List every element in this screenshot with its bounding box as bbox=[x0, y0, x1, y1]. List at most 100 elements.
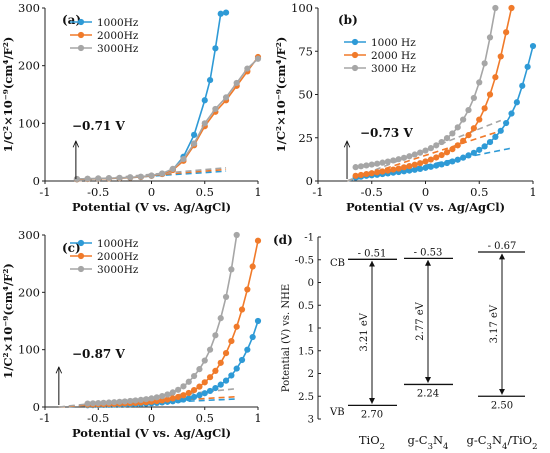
data-point bbox=[206, 374, 214, 381]
data-point bbox=[191, 372, 198, 380]
data-point bbox=[228, 266, 235, 273]
data-point bbox=[374, 160, 381, 167]
intercept-label: −0.87 V bbox=[72, 347, 125, 361]
series-2 bbox=[352, 4, 499, 171]
data-point bbox=[492, 133, 499, 140]
y-tick-label: 2 bbox=[308, 369, 314, 380]
data-point bbox=[212, 105, 219, 113]
data-point bbox=[465, 152, 472, 159]
y-tick-label: 3 bbox=[308, 415, 314, 426]
data-point bbox=[238, 356, 246, 364]
data-point bbox=[443, 159, 451, 167]
data-point bbox=[148, 395, 155, 402]
band-gap-label: 2.77 eV bbox=[415, 301, 426, 340]
data-point bbox=[390, 157, 397, 164]
data-point bbox=[180, 396, 187, 403]
y-tick-label: 200 bbox=[18, 59, 40, 73]
data-point bbox=[379, 159, 386, 166]
data-point bbox=[153, 394, 160, 401]
data-point bbox=[196, 392, 203, 399]
data-point bbox=[169, 165, 176, 172]
data-point bbox=[100, 399, 107, 406]
data-point bbox=[212, 45, 219, 52]
data-point bbox=[233, 231, 240, 239]
data-point bbox=[476, 116, 483, 123]
band-gap-label: 3.21 eV bbox=[359, 312, 370, 351]
data-point bbox=[438, 138, 445, 146]
series-line bbox=[355, 7, 497, 168]
data-point bbox=[164, 391, 171, 398]
data-point bbox=[481, 105, 488, 112]
data-point bbox=[116, 398, 123, 405]
data-point bbox=[460, 137, 467, 144]
vb-value: 2.70 bbox=[361, 409, 383, 420]
data-point bbox=[249, 333, 256, 341]
vb-value: 2.24 bbox=[417, 388, 439, 399]
data-point bbox=[217, 381, 224, 388]
x-tick-label: -1 bbox=[39, 185, 50, 199]
data-point bbox=[357, 171, 365, 179]
data-point bbox=[185, 395, 192, 402]
data-point bbox=[433, 142, 440, 149]
data-point bbox=[465, 132, 472, 139]
data-point bbox=[395, 156, 402, 163]
data-point bbox=[368, 161, 375, 168]
x-tick-label: 1 bbox=[254, 185, 261, 199]
vb-label: VB bbox=[329, 407, 345, 418]
fit-line-1 bbox=[346, 131, 496, 182]
data-point bbox=[201, 97, 208, 104]
data-point bbox=[422, 164, 429, 171]
data-point bbox=[212, 384, 219, 392]
legend-entry: 1000 Hz bbox=[371, 37, 416, 49]
data-point bbox=[84, 175, 91, 182]
panel-b: 0 25 50 75 100 -1 -0.5 0 0.5 1 Potential (V vs. Ag… bbox=[274, 1, 537, 214]
material-2: - 0.67 2.50 3.17 eV g-C3N4/TiO2 bbox=[466, 241, 537, 452]
data-point bbox=[233, 79, 240, 87]
x-tick-label: -0.5 bbox=[87, 185, 109, 199]
y-axis-label: 1/C²×10⁻⁹(cm⁴/F²) bbox=[1, 263, 15, 379]
series-line bbox=[355, 7, 513, 177]
data-point bbox=[357, 163, 365, 170]
y-tick-label: 0 bbox=[306, 174, 313, 188]
y-tick-label: 1 bbox=[308, 324, 314, 335]
data-point bbox=[519, 82, 526, 89]
data-point bbox=[143, 396, 150, 403]
data-point bbox=[212, 367, 219, 374]
y-tick-label: 1.5 bbox=[298, 346, 314, 357]
data-point bbox=[222, 350, 230, 357]
band-gap-label: 3.17 eV bbox=[489, 304, 500, 343]
y-tick-label: 300 bbox=[18, 228, 40, 242]
data-point bbox=[524, 63, 531, 70]
data-point bbox=[368, 170, 375, 177]
data-point bbox=[233, 365, 240, 372]
data-point bbox=[363, 170, 370, 178]
data-point bbox=[497, 127, 504, 134]
y-tick-label: 0 bbox=[33, 174, 40, 188]
data-point bbox=[217, 359, 224, 366]
panel-a: 0 100 200 300 -1 -0.5 0 0.5 1 Potential (V vs. Ag… bbox=[1, 1, 262, 214]
y-tick-label: 0.5 bbox=[298, 301, 314, 312]
data-point bbox=[384, 167, 391, 174]
data-point bbox=[180, 383, 187, 390]
intercept-label: −0.73 V bbox=[360, 126, 413, 140]
legend-entry: 3000 Hz bbox=[371, 63, 416, 75]
x-axis-label: Potential (V vs. Ag/AgCl) bbox=[72, 200, 231, 214]
y-axis-label: 1/C²×10⁻⁹(cm⁴/F²) bbox=[1, 37, 15, 153]
data-point bbox=[449, 146, 456, 153]
data-point bbox=[95, 175, 102, 182]
series-2 bbox=[84, 231, 240, 407]
data-point bbox=[395, 165, 402, 172]
data-point bbox=[406, 153, 413, 160]
data-point bbox=[406, 163, 413, 170]
legend-swatch-marker bbox=[77, 18, 85, 26]
x-tick-label: 0 bbox=[148, 185, 155, 199]
legend-swatch-marker bbox=[351, 38, 359, 46]
x-tick-label: 0.5 bbox=[470, 185, 488, 199]
y-tick-label: -0.5 bbox=[295, 255, 314, 266]
data-point bbox=[503, 119, 510, 127]
data-point bbox=[95, 400, 102, 407]
material-name: TiO2 bbox=[359, 433, 385, 452]
data-point bbox=[481, 143, 488, 150]
cb-value: - 0.51 bbox=[358, 248, 387, 259]
